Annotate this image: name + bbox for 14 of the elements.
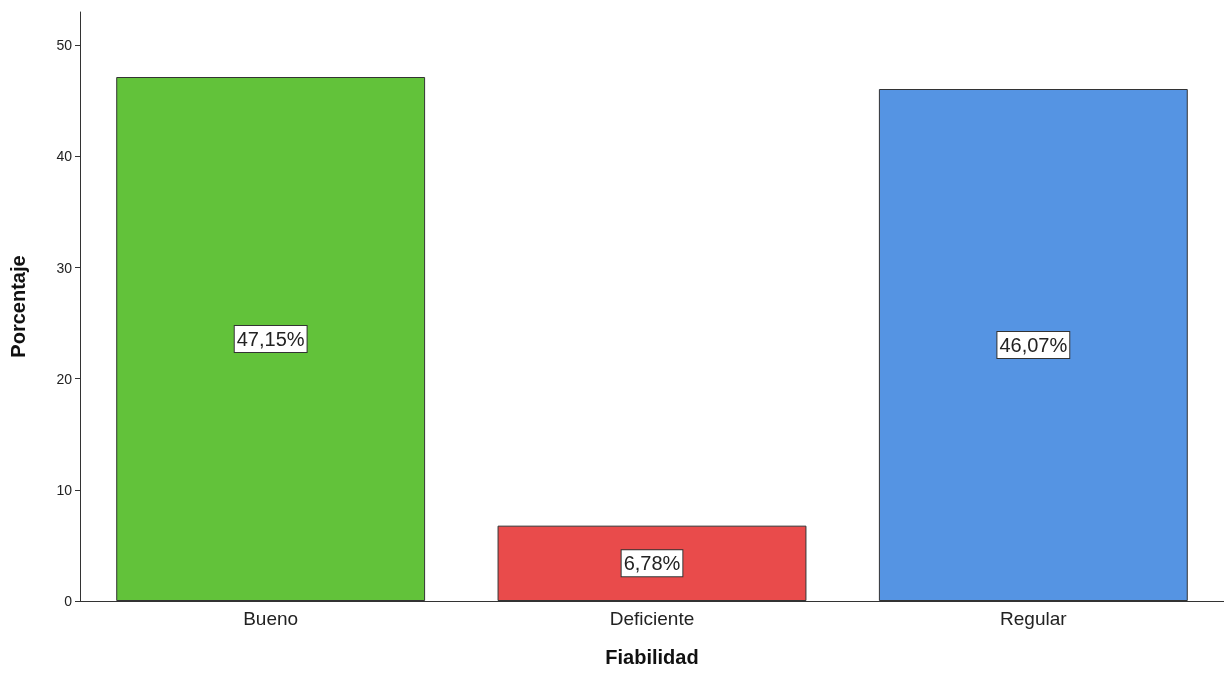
- y-tick-label: 40: [56, 148, 73, 165]
- y-tick-label: 50: [56, 37, 73, 54]
- y-tick-label: 30: [56, 259, 73, 276]
- data-label: 6,78%: [623, 552, 681, 575]
- y-axis-title: Porcentaje: [7, 255, 29, 358]
- x-tick-label: Deficiente: [609, 608, 695, 629]
- y-tick-label: 0: [64, 593, 73, 609]
- y-tick-label: 20: [56, 370, 73, 387]
- y-tick-label: 10: [56, 481, 73, 498]
- x-axis-title: Fiabilidad: [605, 646, 699, 668]
- data-label: 47,15%: [236, 328, 305, 351]
- x-tick-label: Bueno: [243, 608, 299, 629]
- data-label: 46,07%: [999, 334, 1068, 357]
- x-tick-label: Regular: [1000, 608, 1068, 629]
